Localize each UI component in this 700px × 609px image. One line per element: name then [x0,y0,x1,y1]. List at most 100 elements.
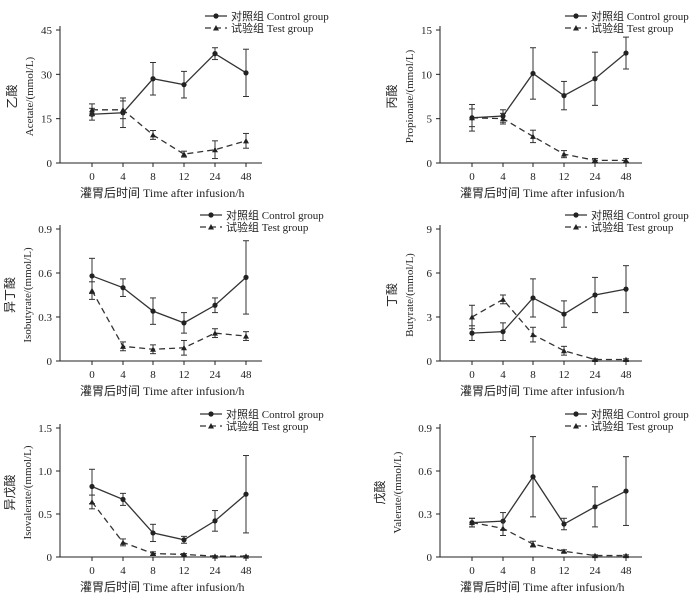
legend-test-marker [208,224,214,230]
control-point [150,308,156,314]
legend-control-label: 对照组 Control group [226,208,324,222]
control-point [469,330,475,336]
legend-test-label: 试验组 Test group [226,419,309,433]
x-axis-title: 灌胃后时间 Time after infusion/h [80,580,245,594]
control-point [530,474,536,480]
test-point [212,146,218,153]
test-point [89,287,95,294]
test-series-line [91,290,247,350]
test-point [243,333,249,339]
legend-test-marker [573,423,579,429]
control-point [120,285,126,291]
control-point [243,70,249,76]
y-tick-label: 0 [427,356,433,368]
x-tick-label: 24 [590,565,602,577]
x-tick-label: 0 [469,369,475,381]
y-tick-label: 0 [427,158,433,170]
legend-control-marker [213,13,219,19]
x-tick-label: 24 [590,171,602,183]
x-tick-label: 4 [120,369,126,381]
y-tick-label: 30 [41,69,53,81]
test-point [120,107,126,113]
y-tick-label: 0.3 [418,509,432,521]
x-tick-label: 8 [530,171,536,183]
y-tick-label: 15 [41,114,53,126]
test-point [592,552,598,559]
y-tick-label: 0.5 [38,509,52,521]
legend-control-marker [208,212,214,218]
x-tick-label: 8 [150,369,156,381]
legend-control-marker [573,411,579,417]
legend-control-label: 对照组 Control group [591,9,689,23]
test-point [469,519,475,526]
control-point [561,93,567,99]
test-point [530,133,536,139]
control-point [181,320,187,326]
legend-test-label: 试验组 Test group [591,419,674,433]
legend-test-marker [213,25,219,31]
y-tick-label: 1.5 [38,423,52,435]
y-tick-label: 1.0 [38,466,52,478]
x-axis-title: 灌胃后时间 Time after infusion/h [460,580,625,594]
y-axis-title-en: Butyrate/(mmol/L) [404,253,416,337]
test-point [150,550,156,557]
test-point [150,346,156,352]
x-tick-label: 8 [530,369,536,381]
y-axis-title-en: Isobutyrate/(mmol/L) [22,247,34,343]
x-tick-label: 4 [500,565,506,577]
legend-test-label: 试验组 Test group [591,220,674,234]
x-tick-label: 48 [621,171,633,183]
legend-control-label: 对照组 Control group [591,407,689,421]
control-point [530,295,536,301]
test-point [623,552,629,559]
y-axis-title-cn: 乙酸 [4,84,19,108]
x-axis-title: 灌胃后时间 Time after infusion/h [460,384,625,398]
y-tick-label: 0 [47,356,53,368]
y-axis-title-en: Valerate/(mmol/L) [392,451,404,533]
control-point [120,496,126,502]
legend-test-label: 试验组 Test group [226,220,309,234]
control-point [623,488,629,494]
control-point [212,302,218,308]
control-point [561,311,567,317]
x-tick-label: 48 [241,369,253,381]
legend-control-marker [573,13,579,19]
legend-control-label: 对照组 Control group [226,407,324,421]
control-series-line [471,288,627,334]
x-tick-label: 12 [179,369,190,381]
legend-test-marker [208,423,214,429]
y-axis-title-cn: 异丁酸 [2,277,17,313]
y-axis-title-en: Acetate/(mmol/L) [24,56,36,136]
control-point [89,273,95,279]
test-point [181,551,187,557]
x-tick-label: 48 [241,565,253,577]
test-point [530,331,536,338]
control-point [181,537,187,543]
y-tick-label: 45 [41,25,53,37]
control-point [530,70,536,77]
test-point [592,356,598,363]
test-point [212,553,218,559]
test-series-line [471,117,626,161]
x-tick-label: 24 [590,369,602,381]
y-axis-title-en: Propionate/(mmol/L) [404,49,416,143]
x-tick-label: 4 [500,369,506,381]
control-point [243,274,249,280]
control-point [150,530,156,536]
x-tick-label: 12 [559,565,570,577]
y-tick-label: 9 [427,224,433,236]
control-point [592,76,598,82]
x-tick-label: 4 [500,171,506,183]
control-point [561,521,567,527]
test-point [469,314,475,320]
y-axis-title-en: Isovalerate/(mmol/L) [22,445,34,539]
legend-test-marker [573,224,579,230]
test-series-line [471,298,626,361]
x-tick-label: 12 [559,369,570,381]
x-tick-label: 0 [89,369,95,381]
x-tick-label: 24 [210,171,222,183]
